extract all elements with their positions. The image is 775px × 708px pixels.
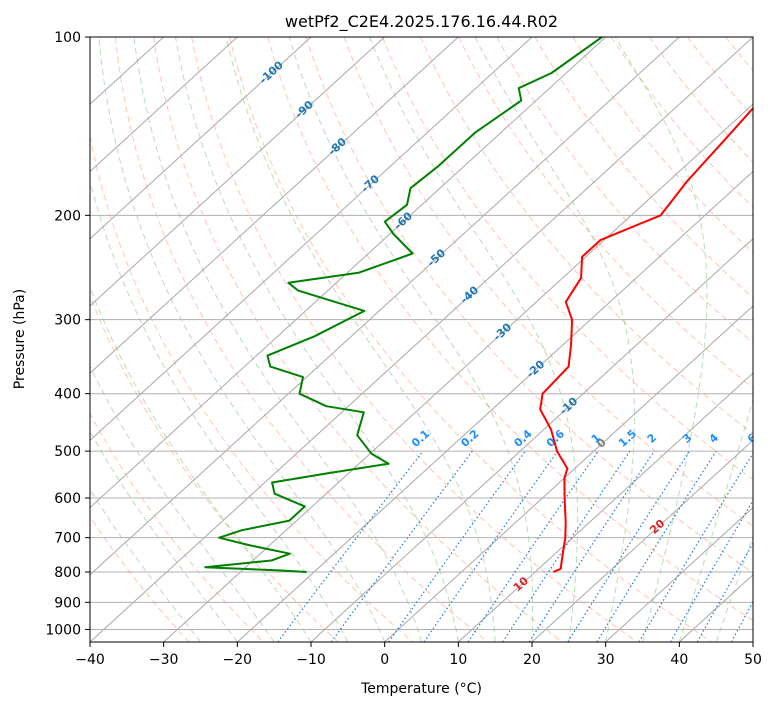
isotherm-line bbox=[384, 305, 753, 642]
dry-adiabat bbox=[90, 294, 339, 642]
x-axis-title: Temperature (°C) bbox=[360, 681, 482, 697]
isotherm-line bbox=[90, 37, 607, 509]
moist-adiabat bbox=[614, 37, 708, 642]
x-tick-label: −30 bbox=[149, 652, 179, 668]
x-tick-label: −40 bbox=[75, 652, 105, 668]
dry-adiabat bbox=[343, 37, 753, 527]
x-tick-label: −10 bbox=[296, 652, 326, 668]
x-tick-label: 20 bbox=[523, 652, 541, 668]
dry-adiabat bbox=[764, 37, 775, 642]
moist-adiabat bbox=[715, 535, 753, 642]
dry-adiabat bbox=[381, 37, 753, 481]
dry-adiabat bbox=[420, 37, 753, 435]
dry-adiabat bbox=[90, 515, 190, 642]
isotherm-line bbox=[90, 37, 680, 576]
dry-adiabat bbox=[572, 37, 753, 254]
dry-adiabat bbox=[114, 37, 488, 642]
x-tick-label: 30 bbox=[597, 652, 615, 668]
dry-adiabat bbox=[305, 37, 753, 574]
mixing-ratio-line bbox=[528, 450, 655, 642]
dry-adiabat bbox=[534, 37, 753, 299]
isotherm-line bbox=[90, 37, 533, 442]
mixing-ratio-line bbox=[638, 452, 753, 642]
isotherm-line bbox=[90, 37, 238, 173]
mixing-ratio-line bbox=[330, 450, 473, 642]
moist-adiabat bbox=[90, 488, 201, 642]
isotherm-line bbox=[90, 37, 312, 240]
isotherm-line bbox=[90, 37, 459, 374]
y-tick-label: 500 bbox=[54, 444, 81, 460]
x-tick-label: 40 bbox=[670, 652, 688, 668]
isotherm-line bbox=[310, 237, 753, 642]
x-tick-label: 0 bbox=[380, 652, 389, 668]
isotherm-line bbox=[236, 170, 753, 642]
isotherm-line bbox=[90, 37, 386, 307]
y-tick-label: 200 bbox=[54, 208, 81, 224]
moist-adiabat bbox=[369, 37, 579, 642]
mixing-ratio-line bbox=[388, 450, 526, 642]
plot-frame bbox=[89, 36, 754, 643]
y-axis-title: Pressure (hPa) bbox=[12, 289, 28, 389]
isotherm-line bbox=[752, 641, 753, 642]
mixing-ratio-line bbox=[423, 450, 559, 642]
mixing-ratio-line bbox=[467, 450, 599, 642]
moist-adiabat bbox=[678, 398, 753, 642]
dewpoint-profile-line bbox=[204, 37, 603, 573]
y-tick-label: 700 bbox=[54, 531, 81, 547]
mixing-ratio-line bbox=[760, 451, 775, 642]
moist-adiabat bbox=[98, 37, 386, 642]
y-tick-label: 600 bbox=[54, 491, 81, 507]
moist-adiabat bbox=[225, 37, 496, 642]
mixing-ratio-line bbox=[502, 450, 631, 642]
moist-adiabat bbox=[90, 364, 275, 642]
chart-title: wetPf2_C2E4.2025.176.16.44.R02 bbox=[285, 12, 558, 32]
dry-adiabat bbox=[153, 37, 563, 642]
y-tick-label: 800 bbox=[54, 565, 81, 581]
dry-adiabat bbox=[267, 37, 753, 622]
x-tick-label: −20 bbox=[223, 652, 253, 668]
isotherm-line bbox=[531, 439, 753, 642]
moist-adiabat bbox=[175, 37, 459, 642]
mixing-ratio-line bbox=[567, 450, 691, 642]
moist-adiabat bbox=[90, 430, 238, 642]
temperature-profile-line bbox=[539, 106, 753, 573]
y-tick-label: 1000 bbox=[45, 622, 81, 638]
y-tick-label: 100 bbox=[54, 30, 81, 46]
isotherm-line bbox=[90, 37, 753, 642]
x-tick-label: 10 bbox=[449, 652, 467, 668]
isotherm-line bbox=[163, 103, 753, 642]
moist-adiabat bbox=[288, 37, 534, 642]
y-tick-label: 300 bbox=[54, 313, 81, 329]
mixing-ratio-label: 6 bbox=[745, 431, 760, 446]
dry-adiabat bbox=[90, 412, 264, 642]
y-tick-label: 400 bbox=[54, 387, 81, 403]
moist-adiabat bbox=[474, 37, 635, 642]
mixing-ratio-line bbox=[277, 450, 424, 642]
y-tick-label: 900 bbox=[54, 595, 81, 611]
dry-adiabat bbox=[191, 37, 638, 642]
dry-adiabat bbox=[229, 37, 712, 642]
moist-adiabat bbox=[133, 37, 422, 642]
x-tick-label: 50 bbox=[744, 652, 762, 668]
isotherm-line bbox=[605, 506, 753, 642]
